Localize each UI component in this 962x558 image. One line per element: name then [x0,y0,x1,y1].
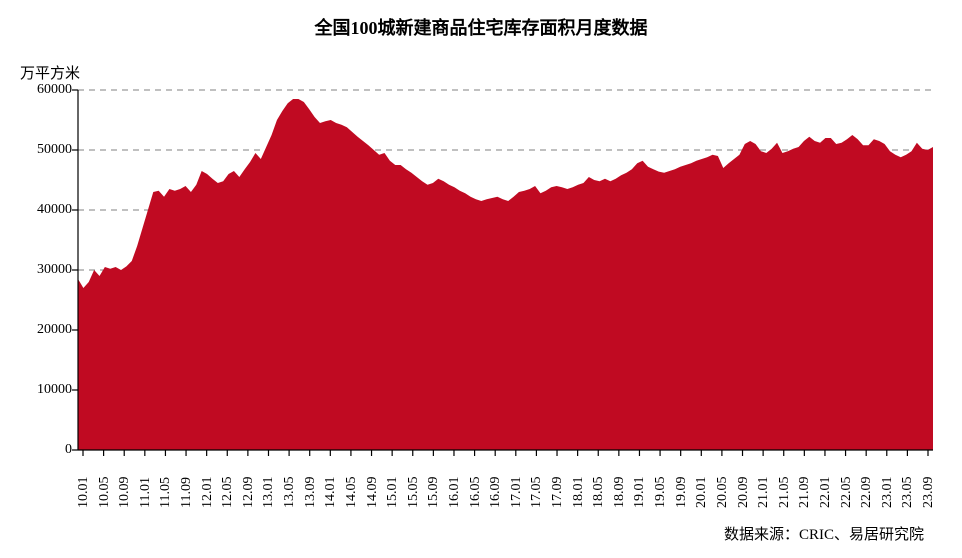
x-tick-label: 21.05 [777,458,793,508]
x-tick-label: 14.09 [365,458,381,508]
x-tick-label: 18.05 [591,458,607,508]
x-tick-label: 12.09 [241,458,257,508]
x-tick-label: 12.01 [200,458,216,508]
x-tick-label: 15.09 [426,458,442,508]
x-tick-label: 23.05 [900,458,916,508]
x-tick-label: 18.09 [612,458,628,508]
x-tick-label: 19.05 [653,458,669,508]
y-tick-label: 20000 [12,322,72,338]
x-tick-label: 17.01 [509,458,525,508]
x-tick-label: 16.01 [447,458,463,508]
x-tick-label: 20.09 [736,458,752,508]
x-tick-label: 10.09 [117,458,133,508]
x-tick-label: 21.09 [797,458,813,508]
y-axis-unit-label: 万平方米 [20,62,80,83]
x-tick-label: 11.09 [179,458,195,508]
x-tick-label: 10.01 [76,458,92,508]
y-tick-label: 10000 [12,382,72,398]
x-tick-label: 20.01 [694,458,710,508]
x-tick-label: 23.01 [880,458,896,508]
x-tick-label: 21.01 [756,458,772,508]
x-tick-label: 15.01 [385,458,401,508]
y-tick-label: 0 [12,442,72,458]
x-tick-label: 13.09 [303,458,319,508]
y-tick-label: 40000 [12,202,72,218]
x-tick-label: 18.01 [571,458,587,508]
chart-title: 全国100城新建商品住宅库存面积月度数据 [0,14,962,40]
x-tick-label: 16.09 [488,458,504,508]
x-tick-label: 13.01 [261,458,277,508]
x-tick-label: 11.05 [158,458,174,508]
y-tick-label: 60000 [12,82,72,98]
x-tick-label: 22.05 [839,458,855,508]
x-tick-label: 19.09 [674,458,690,508]
x-tick-label: 13.05 [282,458,298,508]
x-tick-label: 12.05 [220,458,236,508]
x-tick-label: 20.05 [715,458,731,508]
y-tick-label: 50000 [12,142,72,158]
x-tick-label: 19.01 [632,458,648,508]
x-tick-label: 15.05 [406,458,422,508]
x-tick-label: 17.09 [550,458,566,508]
x-tick-label: 23.09 [921,458,937,508]
x-tick-label: 14.05 [344,458,360,508]
x-tick-label: 16.05 [468,458,484,508]
x-tick-label: 22.01 [818,458,834,508]
data-source-label: 数据来源：CRIC、易居研究院 [724,523,924,544]
x-tick-label: 22.09 [859,458,875,508]
x-tick-label: 14.01 [323,458,339,508]
x-tick-label: 17.05 [529,458,545,508]
x-tick-label: 10.05 [97,458,113,508]
y-tick-label: 30000 [12,262,72,278]
x-tick-label: 11.01 [138,458,154,508]
chart-plot-area [78,90,933,450]
